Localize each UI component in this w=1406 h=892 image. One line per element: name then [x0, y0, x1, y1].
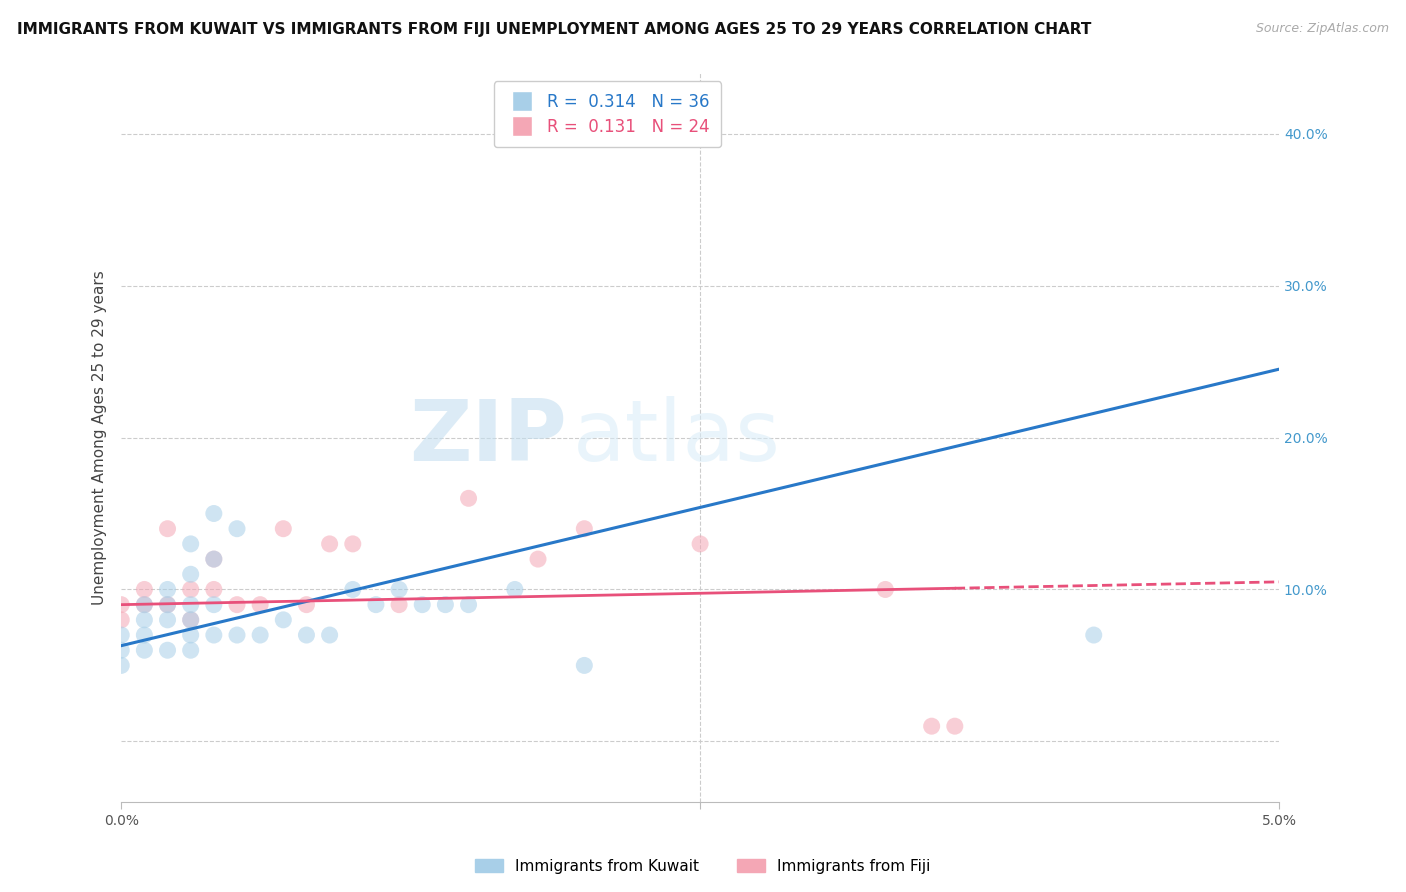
Point: [156, 613, 179, 627]
Point: [226, 598, 249, 612]
Point: [457, 491, 479, 506]
Point: [180, 567, 202, 582]
Point: [434, 598, 457, 612]
Point: [318, 537, 340, 551]
Point: [226, 522, 249, 536]
Point: [156, 598, 179, 612]
Point: [202, 598, 225, 612]
Point: [689, 537, 711, 551]
Point: [180, 537, 202, 551]
Point: [388, 598, 411, 612]
Point: [110, 658, 132, 673]
Point: [226, 628, 249, 642]
Point: [180, 598, 202, 612]
Legend: Immigrants from Kuwait, Immigrants from Fiji: Immigrants from Kuwait, Immigrants from …: [470, 853, 936, 880]
Point: [180, 613, 202, 627]
Text: ZIP: ZIP: [409, 396, 567, 479]
Point: [180, 582, 202, 597]
Point: [180, 628, 202, 642]
Point: [388, 582, 411, 597]
Point: [921, 719, 943, 733]
Text: IMMIGRANTS FROM KUWAIT VS IMMIGRANTS FROM FIJI UNEMPLOYMENT AMONG AGES 25 TO 29 : IMMIGRANTS FROM KUWAIT VS IMMIGRANTS FRO…: [17, 22, 1091, 37]
Point: [156, 643, 179, 657]
Point: [295, 628, 318, 642]
Point: [180, 643, 202, 657]
Point: [342, 537, 364, 551]
Point: [271, 522, 294, 536]
Point: [202, 507, 225, 521]
Point: [943, 719, 966, 733]
Point: [503, 582, 526, 597]
Point: [134, 598, 156, 612]
Point: [110, 628, 132, 642]
Legend: R =  0.314   N = 36, R =  0.131   N = 24: R = 0.314 N = 36, R = 0.131 N = 24: [494, 81, 721, 147]
Point: [875, 582, 897, 597]
Point: [271, 613, 294, 627]
Point: [134, 613, 156, 627]
Point: [180, 613, 202, 627]
Point: [202, 552, 225, 566]
Point: [156, 582, 179, 597]
Text: Source: ZipAtlas.com: Source: ZipAtlas.com: [1256, 22, 1389, 36]
Point: [134, 628, 156, 642]
Point: [156, 522, 179, 536]
Point: [457, 598, 479, 612]
Point: [527, 552, 550, 566]
Point: [110, 613, 132, 627]
Point: [318, 628, 340, 642]
Point: [202, 552, 225, 566]
Text: atlas: atlas: [572, 396, 780, 479]
Point: [249, 598, 271, 612]
Point: [574, 522, 596, 536]
Point: [1083, 628, 1105, 642]
Y-axis label: Unemployment Among Ages 25 to 29 years: Unemployment Among Ages 25 to 29 years: [93, 270, 107, 605]
Point: [295, 598, 318, 612]
Point: [156, 598, 179, 612]
Point: [411, 598, 433, 612]
Point: [134, 582, 156, 597]
Point: [249, 628, 271, 642]
Point: [110, 598, 132, 612]
Point: [574, 658, 596, 673]
Point: [134, 598, 156, 612]
Point: [342, 582, 364, 597]
Point: [364, 598, 387, 612]
Point: [202, 582, 225, 597]
Point: [134, 643, 156, 657]
Point: [202, 628, 225, 642]
Point: [110, 643, 132, 657]
